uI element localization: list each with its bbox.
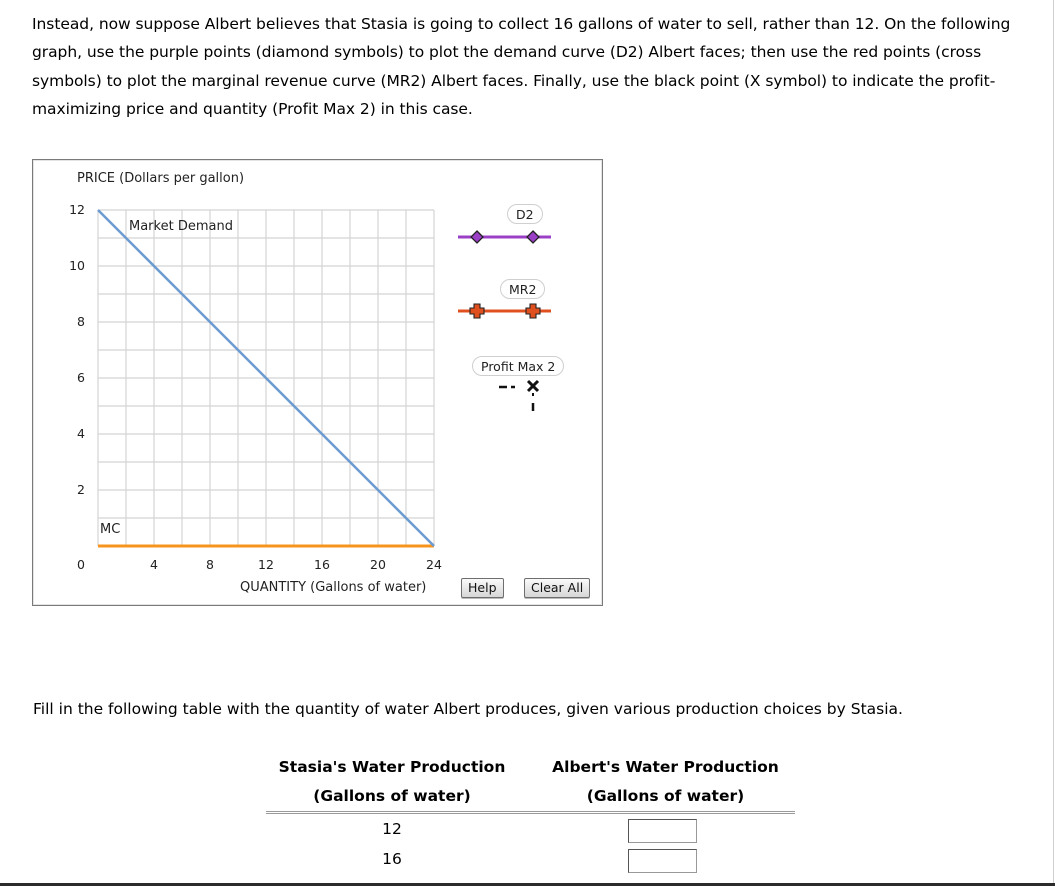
clear-all-button[interactable]: Clear All [524, 578, 591, 598]
help-button[interactable]: Help [461, 578, 504, 598]
y-tick-label: 6 [77, 370, 85, 385]
header-line: Stasia's Water Production [278, 758, 506, 776]
graph-panel[interactable]: PRICE (Dollars per gallon) 12 10 8 6 4 2… [32, 159, 603, 606]
profit-max-palette-tool[interactable] [499, 379, 540, 411]
header-line: (Gallons of water) [313, 787, 471, 805]
table-header-divider [266, 811, 795, 814]
cross-icon [469, 303, 485, 319]
x-tick-label: 16 [314, 557, 330, 572]
graph-canvas[interactable] [33, 160, 604, 607]
albert-column-header: Albert's Water Production (Gallons of wa… [536, 753, 795, 811]
x-axis-title: QUANTITY (Gallons of water) [240, 580, 427, 595]
x-tick-label: 8 [206, 557, 214, 572]
diamond-icon [470, 230, 484, 244]
mr2-tool-label[interactable]: MR2 [500, 279, 546, 299]
profit-max-tool-label[interactable]: Profit Max 2 [472, 356, 565, 376]
y-tick-label: 12 [69, 202, 85, 217]
header-line: (Gallons of water) [586, 787, 745, 805]
y-tick-label: 8 [77, 314, 85, 329]
question-instructions: Instead, now suppose Albert believes tha… [32, 15, 1011, 118]
diamond-icon [526, 230, 540, 244]
header-line: Albert's Water Production [552, 758, 779, 776]
albert-production-input-row-2[interactable] [628, 849, 697, 873]
stasia-column-header: Stasia's Water Production (Gallons of wa… [266, 753, 518, 811]
y-tick-label: 4 [77, 426, 85, 441]
d2-tool-label[interactable]: D2 [507, 204, 543, 224]
x-mark-icon [526, 379, 540, 393]
y-tick-label: 2 [77, 482, 85, 497]
x-tick-label: 12 [258, 557, 274, 572]
mc-label: MC [100, 522, 121, 537]
x-tick-label: 4 [150, 557, 158, 572]
stasia-value-cell: 12 [382, 820, 402, 838]
table-instructions: Fill in the following table with the qua… [33, 700, 903, 718]
y-tick-label: 0 [77, 557, 85, 572]
stasia-value-cell: 16 [382, 850, 402, 868]
albert-production-input-row-1[interactable] [628, 819, 697, 843]
x-tick-label: 24 [426, 557, 442, 572]
market-demand-label: Market Demand [129, 219, 233, 234]
mr2-palette-tool[interactable] [458, 303, 551, 319]
market-demand-curve [97, 209, 435, 547]
x-tick-label: 20 [370, 557, 386, 572]
d2-palette-tool[interactable] [458, 230, 551, 244]
y-axis-title: PRICE (Dollars per gallon) [77, 171, 245, 186]
cross-icon [525, 303, 541, 319]
y-tick-label: 10 [69, 258, 85, 273]
window-bottom-edge [0, 883, 1055, 886]
